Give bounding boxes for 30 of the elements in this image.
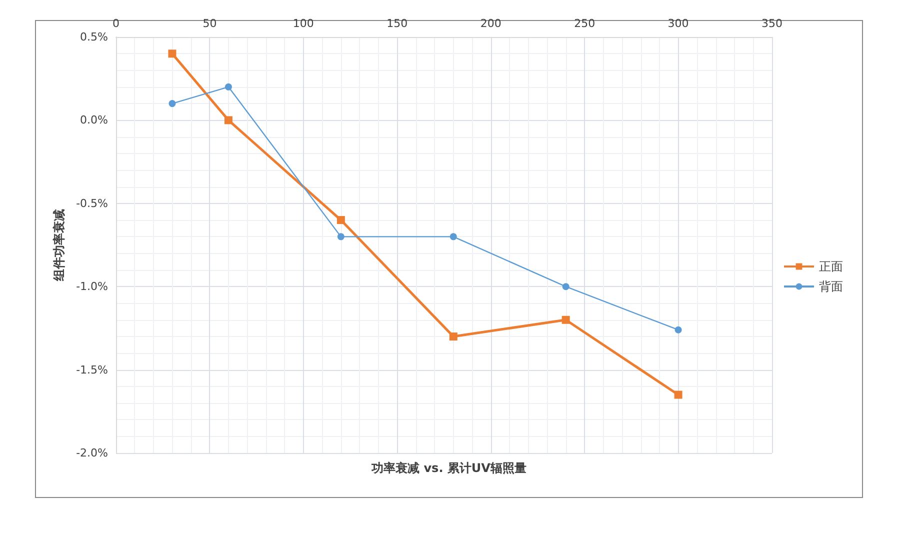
point <box>450 233 457 240</box>
x-tick-label: 200 <box>480 17 502 30</box>
point <box>674 326 682 334</box>
point <box>562 316 570 324</box>
y-tick-label: -1.0% <box>76 280 108 294</box>
point <box>168 50 176 58</box>
y-tick-label: 0.0% <box>80 114 108 127</box>
x-tick-label: 350 <box>762 17 782 30</box>
x-tick-label: 250 <box>574 17 596 30</box>
point <box>224 116 232 124</box>
x-tick-label: 100 <box>292 17 314 30</box>
legend-label: 正面 <box>819 260 843 274</box>
point <box>562 283 570 290</box>
point <box>336 216 345 224</box>
point <box>449 332 458 341</box>
x-tick-label: 50 <box>202 17 217 30</box>
x-axis-title: 功率衰减 vs. 累计UV辐照量 <box>370 461 526 475</box>
y-tick-label: -2.0% <box>76 446 108 460</box>
point <box>168 100 176 108</box>
y-tick-label: -0.5% <box>76 196 108 210</box>
point <box>337 233 344 240</box>
legend-label: 背面 <box>819 280 843 294</box>
x-tick-label: 0 <box>112 17 120 30</box>
y-tick-label: -1.5% <box>76 363 108 376</box>
point <box>224 83 232 90</box>
x-tick-label: 150 <box>386 17 408 30</box>
point <box>674 390 682 399</box>
x-tick-label: 300 <box>668 17 689 30</box>
y-tick-label: 0.5% <box>80 30 108 44</box>
y-axis-title: 组件功率衰减 <box>52 209 66 282</box>
